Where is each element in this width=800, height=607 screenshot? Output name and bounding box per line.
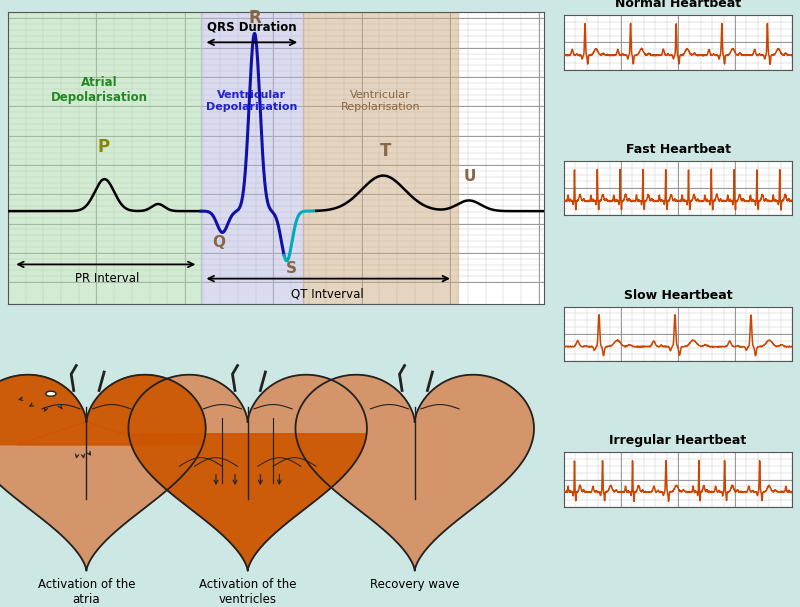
Text: P: P (98, 138, 110, 157)
Text: Slow Heartbeat: Slow Heartbeat (624, 288, 732, 302)
Text: Ventricular
Depolarisation: Ventricular Depolarisation (206, 90, 298, 112)
Bar (201, 12, 302, 304)
Text: Irregular Heartbeat: Irregular Heartbeat (610, 434, 746, 447)
Text: Activation of the
atria: Activation of the atria (38, 578, 135, 606)
Bar (302, 12, 458, 304)
Text: Atrial
Depolarisation: Atrial Depolarisation (50, 76, 148, 104)
Polygon shape (129, 434, 366, 571)
Text: U: U (464, 169, 476, 184)
Text: PR Interval: PR Interval (75, 271, 139, 285)
Text: Ventricular
Repolarisation: Ventricular Repolarisation (341, 90, 420, 112)
Text: S: S (286, 261, 297, 276)
Text: Activation of the
ventricles: Activation of the ventricles (199, 578, 297, 606)
Text: T: T (380, 142, 391, 160)
Text: Fast Heartbeat: Fast Heartbeat (626, 143, 730, 156)
Text: Q: Q (212, 235, 225, 249)
Text: Normal Heartbeat: Normal Heartbeat (615, 0, 741, 10)
Polygon shape (0, 375, 206, 445)
Polygon shape (129, 375, 367, 571)
Text: QT Intverval: QT Intverval (290, 288, 363, 300)
Text: QRS Duration: QRS Duration (207, 21, 297, 33)
Polygon shape (0, 375, 206, 571)
Bar (8, 12, 201, 304)
Polygon shape (295, 375, 534, 571)
Circle shape (46, 391, 56, 396)
Text: R: R (248, 8, 261, 27)
Text: Recovery wave: Recovery wave (370, 578, 459, 591)
